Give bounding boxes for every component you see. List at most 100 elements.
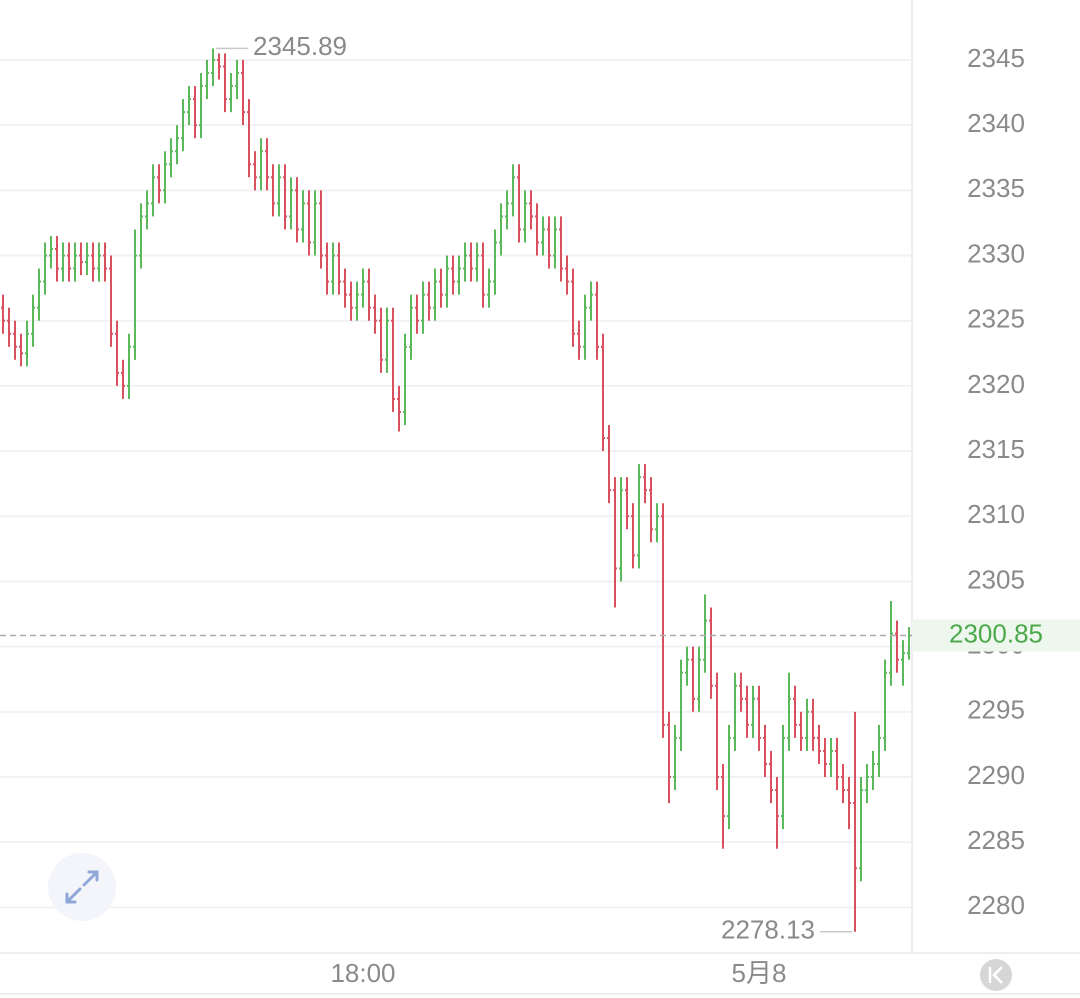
back-button[interactable] (980, 959, 1012, 991)
y-tick-label: 2305 (967, 564, 1025, 594)
y-tick-label: 2325 (967, 304, 1025, 334)
ohlc-bar (625, 477, 629, 530)
ohlc-bar (685, 646, 689, 686)
ohlc-bar (397, 385, 401, 432)
ohlc-bar (169, 138, 173, 178)
expand-icon[interactable] (65, 870, 99, 904)
ohlc-bar (559, 216, 563, 282)
ohlc-bar (385, 307, 389, 373)
ohlc-bar (463, 242, 467, 282)
ohlc-bar (379, 307, 383, 373)
ohlc-bar (259, 138, 263, 191)
ohlc-bar (367, 268, 371, 321)
ohlc-bar (619, 477, 623, 582)
ohlc-bar (343, 268, 347, 308)
ohlc-bar (223, 53, 227, 113)
x-tick-label: 18:00 (330, 958, 395, 988)
back-bg[interactable] (980, 959, 1012, 991)
ohlc-bar (649, 477, 653, 543)
ohlc-bar (235, 59, 239, 100)
y-tick-label: 2295 (967, 695, 1025, 725)
ohlc-bar (127, 333, 131, 399)
ohlc-bar (829, 737, 833, 778)
ohlc-bar (115, 320, 119, 386)
back-icon[interactable] (988, 966, 1003, 984)
expand-bg[interactable] (48, 853, 116, 921)
ohlc-bar (61, 242, 65, 282)
ohlc-bar (103, 242, 107, 282)
grid: 2280228522902295230023052310231523202325… (0, 43, 1025, 988)
ohlc-bar (433, 268, 437, 321)
ohlc-bar (457, 255, 461, 295)
ohlc-bar (673, 724, 677, 791)
ohlc-bar (175, 125, 179, 165)
ohlc-bar (475, 242, 479, 282)
low-label: 2278.13 (721, 915, 815, 945)
ohlc-bar (817, 724, 821, 764)
ohlc-bar (529, 190, 533, 230)
ohlc-bar (811, 698, 815, 751)
ohlc-bar (679, 659, 683, 751)
ohlc-bar (721, 763, 725, 849)
ohlc-bar (55, 235, 59, 282)
y-tick-label: 2315 (967, 434, 1025, 464)
ohlc-bar (229, 73, 233, 113)
ohlc-bar (373, 294, 377, 334)
ohlc-bar (31, 294, 35, 347)
ohlc-bar (7, 307, 11, 347)
expand-button[interactable] (48, 853, 116, 921)
ohlc-bar (853, 711, 857, 932)
ohlc-bar (583, 294, 587, 360)
ohlc-bar (691, 646, 695, 712)
ohlc-bar (289, 177, 293, 230)
ohlc-bar (25, 320, 29, 367)
ohlc-bar (19, 333, 23, 367)
ohlc-bar (589, 281, 593, 321)
ohlc-bar (253, 151, 257, 191)
ohlc-bar (709, 607, 713, 699)
ohlc-bar (301, 190, 305, 243)
ohlc-bar (451, 255, 455, 295)
ohlc-bar (409, 294, 413, 360)
ohlc-bar (283, 164, 287, 230)
ohlc-bar (607, 425, 611, 504)
ohlc-bar (73, 242, 77, 282)
ohlc-bar (241, 59, 245, 126)
ohlc-bar (733, 672, 737, 751)
ohlc-bar (469, 242, 473, 282)
ohlc-bar (355, 281, 359, 321)
ohlc-bar (157, 164, 161, 204)
ohlc-bar (547, 216, 551, 269)
ohlc-bar (421, 281, 425, 334)
ohlc-bar (883, 659, 887, 751)
ohlc-bar (271, 164, 275, 217)
ohlc-bar (277, 164, 281, 217)
ohlc-bar (217, 53, 221, 80)
ohlc-bar (535, 203, 539, 256)
ohlc-bar (13, 320, 17, 360)
ohlc-bar (805, 698, 809, 751)
ohlc-bar (727, 724, 731, 830)
last-price-label: 2300.85 (949, 618, 1043, 648)
ohlc-bar (313, 190, 317, 256)
ohlc-bar (859, 777, 863, 882)
ohlc-bar (163, 151, 167, 204)
ohlc-bar (841, 763, 845, 804)
ohlc-bar (835, 737, 839, 791)
ohlc-bar (85, 242, 89, 276)
ohlc-bar (877, 724, 881, 778)
ohlc-bar (847, 777, 851, 830)
ohlc-bar (139, 203, 143, 269)
y-tick-label: 2290 (967, 760, 1025, 790)
ohlc-bar (109, 255, 113, 347)
ohlc-bar (349, 281, 353, 321)
ohlc-bar (565, 255, 569, 295)
ohlc-bar (445, 255, 449, 308)
ohlc-bar (655, 503, 659, 543)
ohlc-bar (265, 138, 269, 191)
ohlc-bar (337, 242, 341, 295)
ohlc-bar (133, 229, 137, 360)
ohlc-bar (901, 640, 905, 686)
ohlc-bar (775, 777, 779, 849)
